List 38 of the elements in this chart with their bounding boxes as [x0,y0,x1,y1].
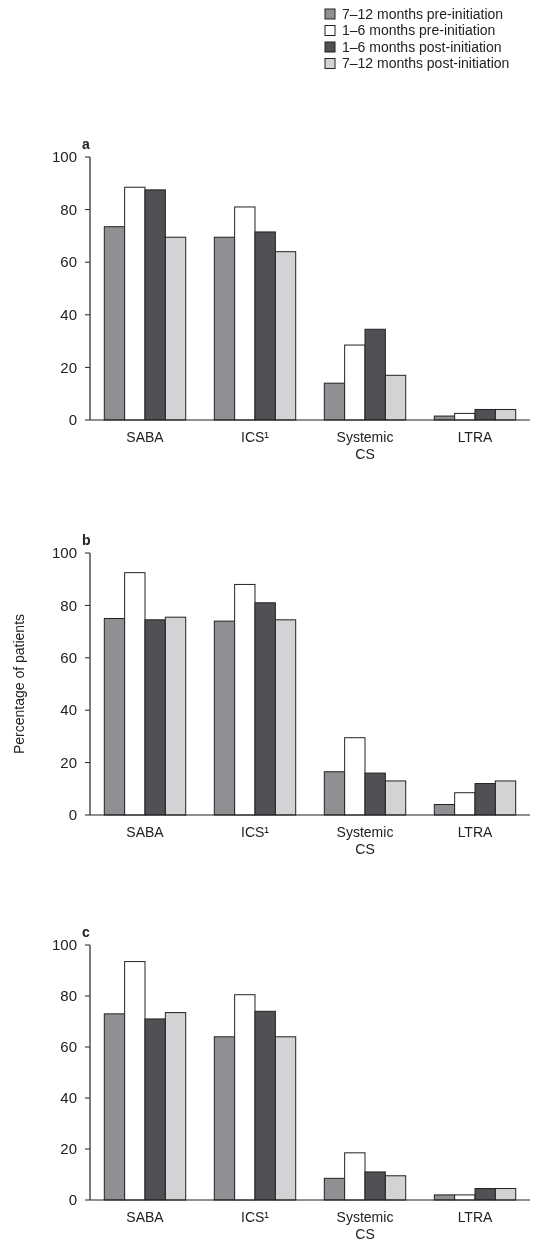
y-tick-label: 100 [51,148,77,166]
y-tick-label: 0 [68,1191,77,1209]
y-tick-label: 20 [60,1140,77,1158]
y-tick-label: 80 [60,987,77,1005]
x-tick-label: Systemic CS [336,429,394,462]
y-tick-label: 60 [60,1038,77,1056]
x-tick-label: SABA [126,1209,165,1225]
x-tick-label: ICS¹ [241,824,270,840]
y-tick-label: 80 [60,200,77,218]
y-tick-label: 100 [51,936,77,954]
legend-label: 7–12 months pre-initiation [342,5,504,22]
x-tick-label: SABA [126,429,165,445]
legend-label: 1–6 months pre-initiation [342,22,496,38]
y-tick-label: 60 [60,649,77,667]
x-tick-label: SABA [126,824,165,840]
y-tick-label: 60 [60,253,77,271]
x-tick-label: LTRA [457,429,494,445]
legend-label: 7–12 months post-initiation [342,55,510,71]
y-tick-label: 40 [60,306,77,324]
x-tick-label: Systemic CS [336,824,394,857]
chart-title: b [82,532,91,548]
y-tick-label: 40 [60,701,77,719]
x-tick-label: ICS¹ [241,1209,270,1225]
y-tick-label: 80 [60,596,77,614]
y-tick-label: 0 [68,806,77,824]
x-tick-label: LTRA [457,824,494,840]
chart-title: a [82,136,90,152]
x-tick-label: ICS¹ [241,429,270,445]
y-tick-label: 20 [60,358,77,376]
y-tick-label: 40 [60,1089,77,1107]
legend-label: 1–6 months post-initiation [342,38,502,55]
y-axis-title: Percentage of patients [11,613,27,755]
y-tick-label: 0 [68,411,77,429]
x-tick-label: Systemic CS [336,1209,394,1242]
chart-title: c [82,924,90,940]
x-tick-label: LTRA [457,1209,494,1225]
y-tick-label: 20 [60,753,77,771]
y-tick-label: 100 [51,544,77,562]
